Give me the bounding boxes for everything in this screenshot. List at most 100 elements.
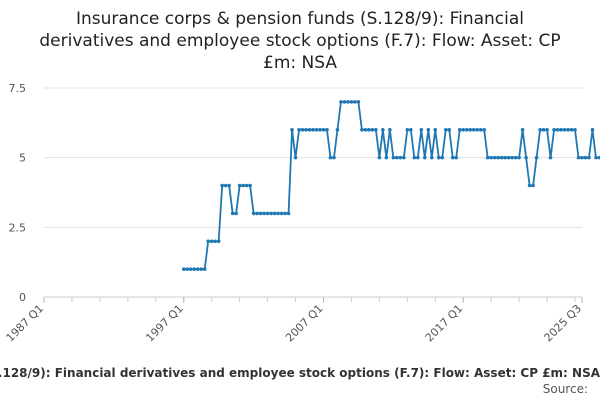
data-point [527,183,532,188]
data-point [318,128,322,132]
data-point [391,155,396,160]
data-point [496,155,500,160]
data-point [531,183,535,188]
data-point [241,183,245,188]
data-point [220,183,224,188]
data-point [311,128,315,132]
data-point [517,155,521,160]
data-point [552,128,556,132]
data-point [290,128,294,132]
data-point [304,128,308,132]
data-point [510,155,514,160]
data-point [381,128,385,132]
data-point [181,267,186,271]
data-point [461,128,466,132]
data-point [513,155,518,160]
data-point [192,267,197,271]
data-point [356,100,361,104]
data-point [597,155,600,160]
data-point [297,128,301,132]
x-tick-label: 2025 Q3 [542,302,585,345]
data-point [580,155,584,160]
data-point [185,267,190,271]
data-point [374,128,378,132]
data-point [234,211,238,216]
data-point [255,211,259,216]
data-point [503,155,507,160]
data-point [388,128,392,132]
data-point [335,128,340,132]
data-point [367,128,371,132]
y-tick-label: 2.5 [9,221,27,234]
data-point [206,239,210,244]
data-point [587,155,591,160]
data-point [454,155,459,160]
data-point [223,183,228,188]
data-point [482,128,486,132]
data-point [594,155,598,160]
y-tick-label: 7.5 [9,82,27,95]
data-point [237,183,242,188]
data-point [342,100,347,104]
data-point [265,211,270,216]
data-point [325,128,329,132]
data-point [395,155,399,160]
source-label: Source: [542,382,588,396]
data-point [555,128,560,132]
data-point [213,239,217,244]
data-point [349,100,354,104]
data-point [447,128,452,132]
data-point [377,155,382,160]
data-point [307,128,312,132]
y-tick-label: 0 [19,291,26,304]
data-point [269,211,273,216]
data-point [419,128,424,132]
data-point [209,239,214,244]
data-point [353,100,357,104]
data-point [548,155,553,160]
data-point [321,128,326,132]
data-point [520,128,525,132]
data-point [188,267,193,271]
data-point [485,155,490,160]
x-tick-label: 1997 Q1 [143,302,186,345]
data-point [283,211,287,216]
data-point [426,128,431,132]
y-axis: 0 2.5 5 7.5 [9,82,27,304]
data-point [429,155,434,160]
data-point [402,155,406,160]
data-point [251,211,256,216]
data-point [230,211,235,216]
data-point [409,128,413,132]
data-point [559,128,563,132]
data-point [244,183,249,188]
data-point [583,155,588,160]
data-point [471,128,476,132]
x-tick-label: 2017 Q1 [423,302,466,345]
data-point [258,211,263,216]
data-point [398,155,403,160]
data-point [506,155,511,160]
data-point [300,128,305,132]
data-point [475,128,479,132]
data-point [562,128,567,132]
data-point [286,211,291,216]
data-point [346,100,350,104]
data-point [195,267,200,271]
data-point [293,155,298,160]
data-point [199,267,204,271]
data-point [464,128,469,132]
data-point [339,100,343,104]
data-point [492,155,497,160]
data-point [457,128,462,132]
data-point [478,128,483,132]
data-point [216,239,221,244]
data-point [363,128,368,132]
data-point [412,155,417,160]
data-point [590,128,595,132]
data-point [279,211,284,216]
grid-lines [44,87,582,298]
data-point [384,155,389,160]
data-point [436,155,441,160]
data-point [262,211,266,216]
